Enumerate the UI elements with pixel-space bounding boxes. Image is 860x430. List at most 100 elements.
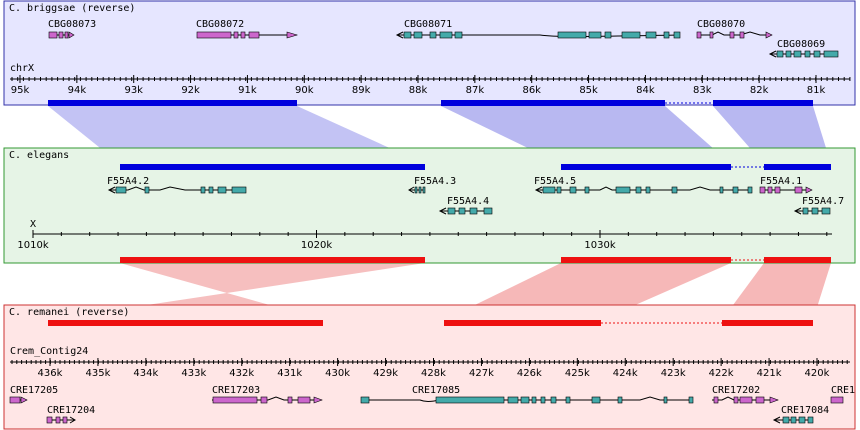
ruler-tick-label: 420k [805, 368, 830, 379]
synteny-block[interactable] [120, 164, 425, 170]
ruler-tick-label: 427k [469, 368, 494, 379]
ruler-tick-label: 92k [181, 85, 200, 96]
ruler-tick-label: 430k [325, 368, 350, 379]
gene-label[interactable]: CRE1 [831, 385, 855, 396]
ruler-tick-label: 436k [38, 368, 63, 379]
synteny-block[interactable] [444, 320, 601, 326]
gene-label[interactable]: CBG08072 [196, 19, 244, 30]
gene-model[interactable] [46, 416, 76, 424]
gene-model[interactable] [438, 207, 493, 215]
ruler-tick-label: 81k [807, 85, 826, 96]
ruler-tick-label: 83k [693, 85, 712, 96]
panel-remanei[interactable]: C. remanei (reverse) Crem_Contig24 436k 4… [3, 304, 856, 430]
ruler-tick-label: 422k [709, 368, 734, 379]
gene-label[interactable]: CBG08073 [48, 19, 96, 30]
synteny-block[interactable] [764, 257, 831, 263]
ruler-ticks: 95k 94k 93k 92k 91k 90k 89k 88k 87k 86k 85k 84k 83k 8… [11, 75, 851, 96]
chromosome-label: chrX [10, 63, 34, 74]
ruler-tick-label: 94k [68, 85, 87, 96]
panel-briggsae-frame [3, 0, 856, 106]
gene-model[interactable] [768, 50, 839, 58]
ruler-tick-label: 90k [295, 85, 314, 96]
gene-label[interactable]: F55A4.7 [802, 196, 844, 207]
gene-track: F55A4.2 F55A4.3 F55A4.4 [107, 176, 844, 215]
synteny-block[interactable] [120, 257, 425, 263]
ruler-tick-label: 421k [757, 368, 782, 379]
ruler-tick-label: 91k [238, 85, 257, 96]
gene-model[interactable] [107, 186, 247, 194]
ruler-tick-label: 86k [522, 85, 541, 96]
synteny-block[interactable] [561, 164, 731, 170]
synteny-block[interactable] [441, 100, 665, 106]
gene-model[interactable] [9, 396, 28, 404]
gene-label[interactable]: F55A4.2 [107, 176, 149, 187]
ruler-tick-label: 435k [85, 368, 110, 379]
ruler-tick-label: 84k [636, 85, 655, 96]
ruler-tick-label: 95k [11, 85, 30, 96]
panel-title: C. briggsae (reverse) [9, 3, 135, 14]
gene-label[interactable]: CRE17084 [781, 405, 829, 416]
ruler-tick-label: 434k [133, 368, 158, 379]
ruler-tick-label: 87k [466, 85, 485, 96]
gene-track: CBG08073 CBG08072 CBG08071 [48, 19, 839, 58]
ruler-ticks: 436k 435k 434k 433k 432k 431k 430k 429k 428k 427k… [11, 358, 848, 379]
synteny-block[interactable] [561, 257, 731, 263]
panel-elegans[interactable]: C. elegans F55A4.2 F55A4.3 [3, 147, 856, 264]
gene-label[interactable]: CRE17203 [212, 385, 260, 396]
gene-model[interactable] [772, 416, 814, 424]
gene-model[interactable] [360, 396, 694, 404]
ruler-tick-label: 424k [613, 368, 638, 379]
ruler-tick-label: 93k [124, 85, 143, 96]
ruler-tick-label: 423k [661, 368, 686, 379]
gene-label[interactable]: CBG08070 [697, 19, 745, 30]
gene-model[interactable] [534, 186, 753, 194]
gene-model[interactable] [712, 396, 779, 404]
gene-model[interactable] [48, 31, 75, 39]
gene-model[interactable] [212, 396, 323, 404]
gene-track: CRE17205 CRE17204 CRE17203 [9, 385, 855, 424]
ruler-tick-label: 85k [579, 85, 598, 96]
ruler-tick-label: 88k [409, 85, 428, 96]
gene-label[interactable]: CRE17204 [47, 405, 95, 416]
panel-briggsae[interactable]: C. briggsae (reverse) CBG08073 CBG08072 … [3, 0, 856, 106]
gene-label[interactable]: F55A4.5 [534, 176, 576, 187]
ruler-tick-label: 1030k [584, 240, 615, 251]
gene-model[interactable] [830, 396, 844, 404]
gene-model[interactable] [759, 186, 813, 194]
synteny-block[interactable] [48, 320, 323, 326]
synteny-block[interactable] [722, 320, 813, 326]
gene-model[interactable] [696, 31, 773, 39]
ruler-tick-label: 429k [373, 368, 398, 379]
panel-title: C. remanei (reverse) [9, 307, 129, 318]
ruler-tick-label: 432k [229, 368, 254, 379]
ruler-tick-label: 425k [565, 368, 590, 379]
ruler-tick-label: 428k [421, 368, 446, 379]
gene-label[interactable]: CRE17205 [10, 385, 58, 396]
gene-label[interactable]: CBG08069 [777, 39, 825, 50]
chromosome-label: X [30, 219, 36, 230]
ruler-tick-label: 433k [181, 368, 206, 379]
ruler-tick-label: 426k [517, 368, 542, 379]
gene-label[interactable]: F55A4.4 [447, 196, 489, 207]
gene-label[interactable]: CRE17085 [412, 385, 460, 396]
ruler-ticks: 1010k 1020k 1030k [17, 230, 828, 251]
gene-model[interactable] [395, 31, 681, 39]
ruler-tick-label: 82k [750, 85, 769, 96]
gene-label[interactable]: CRE17202 [712, 385, 760, 396]
gene-label[interactable]: CBG08071 [404, 19, 452, 30]
synteny-block[interactable] [713, 100, 813, 106]
ruler-tick-label: 1010k [17, 240, 48, 251]
gene-label[interactable]: F55A4.1 [760, 176, 802, 187]
ruler-tick-label: 89k [352, 85, 371, 96]
gene-model[interactable] [408, 186, 426, 194]
chromosome-label: Crem_Contig24 [10, 346, 88, 357]
panel-title: C. elegans [9, 150, 69, 161]
gene-label[interactable]: F55A4.3 [414, 176, 456, 187]
synteny-block[interactable] [764, 164, 831, 170]
ruler-tick-label: 1020k [301, 240, 332, 251]
gene-model[interactable] [196, 31, 299, 39]
synteny-block[interactable] [48, 100, 297, 106]
ruler-tick-label: 431k [277, 368, 302, 379]
gene-model[interactable] [793, 207, 831, 215]
